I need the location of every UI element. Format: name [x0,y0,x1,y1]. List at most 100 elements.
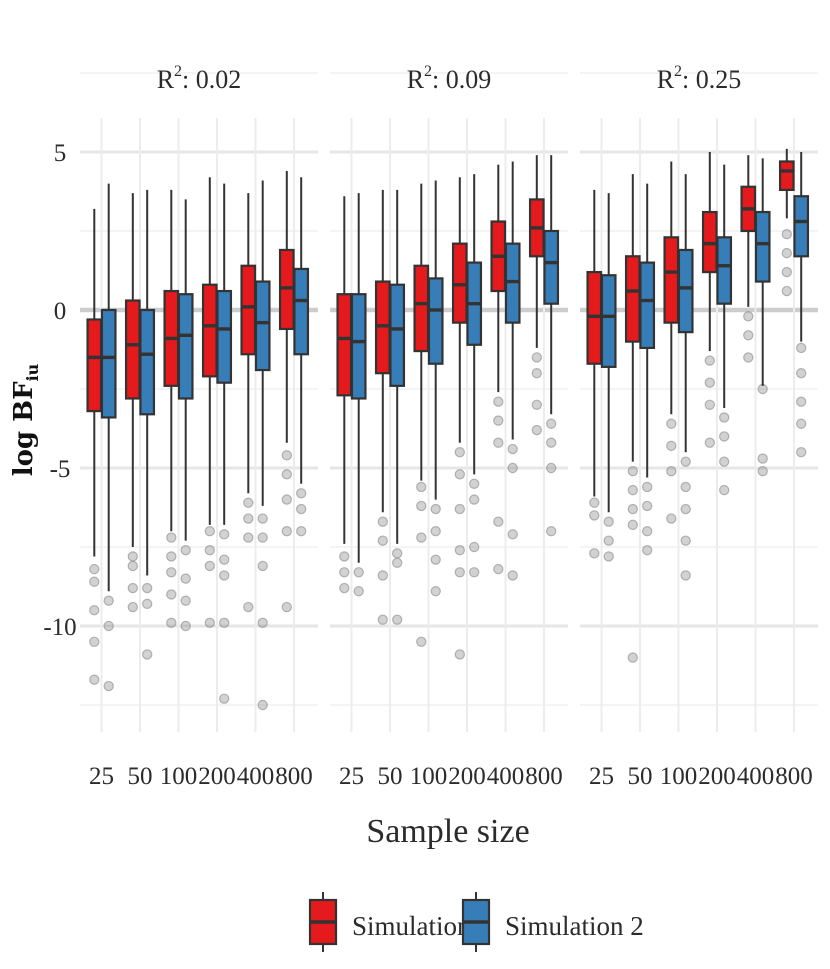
outlier-point [416,500,427,512]
grid-layer [80,72,818,732]
outlier-point [243,497,254,508]
panel-title-superscript: 2 [424,63,432,80]
outlier-point [166,617,177,629]
x-tick-label: 100 [660,763,698,790]
outlier-point [430,554,441,565]
outlier-point [257,617,268,629]
y-tick-label: -10 [43,614,76,641]
panel-1 [86,170,310,711]
outlier-point [507,462,518,474]
panel-title-value: : 0.02 [182,65,241,94]
outlier-point [680,456,691,467]
box-iqr [86,318,103,413]
outlier-point [204,544,215,556]
outlier-point [546,418,557,429]
box-iqr [600,274,617,368]
outlier-point [103,680,114,692]
box-iqr [778,160,795,192]
outlier-point [353,586,364,597]
outlier-point [296,503,307,515]
outlier-point [469,478,480,489]
outlier-point [493,563,504,575]
outlier-point [281,494,292,505]
series-2-group [350,155,560,625]
outlier-point [377,570,388,581]
box-iqr [543,229,560,305]
outlier-point [89,605,100,616]
box-iqr [293,267,310,356]
outlier-point [603,516,614,527]
x-tick-label: 100 [410,763,448,790]
outlier-point [204,617,215,629]
outlier-point [166,532,177,543]
outlier-point [257,513,268,524]
panel-title-superscript: 2 [674,63,682,80]
outlier-point [218,617,230,629]
x-tick-label: 50 [628,763,653,790]
outlier-point [642,500,653,512]
panel-title-2: R2: 0.09 [407,63,492,94]
box-iqr [663,236,680,324]
outlier-point [296,526,307,537]
box-iqr [139,308,156,416]
panel-title-value: : 0.25 [682,65,741,94]
x-axis-title: Sample size [366,813,529,850]
outlier-point [257,532,268,543]
outlier-point [627,484,639,496]
box-iqr [716,236,733,305]
box-iqr [177,293,194,400]
outlier-point [507,529,518,540]
outlier-point [89,576,100,587]
outlier-point [531,424,543,436]
x-tick-label: 100 [160,763,198,790]
outlier-point [666,440,677,452]
outlier-point [589,497,600,508]
x-tick-label: 800 [525,763,563,790]
outlier-point [166,567,177,578]
outlier-point [666,513,677,524]
panel-title-3: R2: 0.25 [657,63,742,94]
outlier-point [589,510,600,521]
outlier-point [719,456,730,467]
outlier-point [546,437,557,448]
outlier-point [281,450,292,461]
y-axis-title-subscript: iu [23,363,42,381]
box-iqr [216,289,233,384]
outlier-point [296,488,307,499]
box-iqr [254,280,271,372]
outlier-point [430,526,441,537]
outlier-point [546,526,557,537]
outlier-point [103,595,114,606]
outlier-point [377,516,388,527]
outlier-point [642,526,653,537]
outlier-point [141,582,153,594]
outlier-point [796,368,807,379]
panel-title-superscript: 2 [174,63,182,80]
outlier-point [454,469,465,480]
outlier-point [719,484,730,496]
outlier-point [218,693,230,704]
outlier-point [127,601,138,613]
outlier-point [392,614,403,625]
x-tick-label: 800 [775,763,813,790]
outlier-point [589,548,600,559]
outlier-point [781,247,793,259]
panel-2 [336,155,560,660]
y-tick-label: -5 [50,456,71,483]
series-2-group [600,152,810,581]
outlier-point [666,465,677,477]
outlier-point [627,652,639,663]
outlier-point [546,462,557,474]
outlier-point [757,465,768,477]
outlier-point [166,589,177,600]
box-iqr [201,283,218,378]
box-iqr [793,195,810,258]
box-iqr [350,293,367,400]
outlier-point [627,519,639,531]
outlier-point [493,516,504,527]
box-iqr [336,293,353,397]
outlier-point [781,228,793,240]
outlier-point [180,573,191,584]
y-tick-label: 5 [54,140,67,167]
